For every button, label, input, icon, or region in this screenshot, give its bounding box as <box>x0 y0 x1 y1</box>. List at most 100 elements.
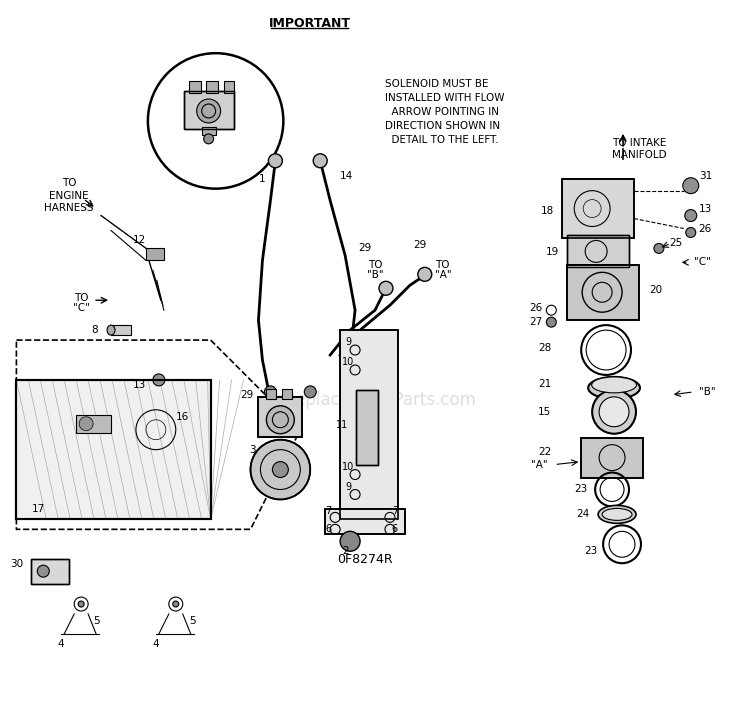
Bar <box>16 380 211 519</box>
Text: eReplacementParts.com: eReplacementParts.com <box>274 391 476 409</box>
Bar <box>326 509 405 534</box>
Text: 2: 2 <box>342 546 349 556</box>
Text: 7: 7 <box>325 506 332 516</box>
Text: 13: 13 <box>133 380 146 390</box>
Bar <box>567 236 629 267</box>
Bar <box>206 81 218 93</box>
Circle shape <box>196 99 220 123</box>
Text: 29: 29 <box>240 390 254 400</box>
Bar <box>32 559 69 584</box>
Bar <box>184 91 233 129</box>
Text: "C": "C" <box>694 257 711 267</box>
Text: 29: 29 <box>413 241 427 251</box>
Circle shape <box>314 154 327 168</box>
Text: TO: TO <box>368 261 382 271</box>
Bar <box>581 437 643 478</box>
Bar <box>356 390 378 465</box>
Text: 26: 26 <box>529 303 542 313</box>
Text: 27: 27 <box>529 317 542 327</box>
Text: TO: TO <box>74 294 88 304</box>
Text: 6: 6 <box>392 524 398 534</box>
Bar <box>567 266 639 320</box>
Ellipse shape <box>588 377 640 399</box>
Text: 21: 21 <box>538 379 551 389</box>
Circle shape <box>265 386 277 398</box>
Text: "B": "B" <box>699 387 715 397</box>
Text: 23: 23 <box>574 485 587 495</box>
Bar <box>567 236 629 267</box>
Circle shape <box>599 397 629 427</box>
Circle shape <box>686 228 696 238</box>
Text: "A": "A" <box>531 460 548 470</box>
Text: 9: 9 <box>345 483 351 493</box>
Bar <box>266 389 277 399</box>
Circle shape <box>148 53 284 188</box>
Bar <box>259 397 302 437</box>
Text: 0F8274R: 0F8274R <box>338 553 393 566</box>
Text: 7: 7 <box>392 506 398 516</box>
Bar <box>189 81 201 93</box>
Text: 14: 14 <box>340 170 353 180</box>
Circle shape <box>272 462 288 478</box>
Text: 17: 17 <box>32 504 44 514</box>
Bar <box>16 380 211 519</box>
Text: 26: 26 <box>699 223 712 233</box>
Circle shape <box>38 565 50 577</box>
Circle shape <box>654 243 664 253</box>
Circle shape <box>379 281 393 295</box>
Text: 6: 6 <box>325 524 332 534</box>
Circle shape <box>685 210 697 221</box>
Circle shape <box>592 390 636 434</box>
Bar <box>32 559 69 584</box>
Text: "C": "C" <box>73 303 89 313</box>
Bar <box>340 330 398 519</box>
Text: 20: 20 <box>649 285 662 295</box>
Text: 5: 5 <box>190 616 196 626</box>
Text: 5: 5 <box>93 616 100 626</box>
Circle shape <box>204 134 214 144</box>
Text: SOLENOID MUST BE
INSTALLED WITH FLOW
  ARROW POINTING IN
DIRECTION SHOWN IN
  DE: SOLENOID MUST BE INSTALLED WITH FLOW ARR… <box>385 79 505 145</box>
Text: 4: 4 <box>58 639 64 649</box>
Circle shape <box>682 178 699 193</box>
Bar <box>111 325 131 335</box>
Text: 3: 3 <box>249 445 256 455</box>
Ellipse shape <box>592 377 637 393</box>
Circle shape <box>78 601 84 607</box>
Text: TO
ENGINE
HARNESS: TO ENGINE HARNESS <box>44 178 94 213</box>
Text: 8: 8 <box>92 325 98 335</box>
Bar <box>340 330 398 519</box>
Bar <box>282 389 292 399</box>
Circle shape <box>266 406 294 434</box>
Text: TO INTAKE
MANIFOLD: TO INTAKE MANIFOLD <box>612 137 666 160</box>
Bar <box>76 415 111 432</box>
Text: 22: 22 <box>538 447 551 457</box>
Circle shape <box>153 374 165 386</box>
Text: 24: 24 <box>576 509 590 519</box>
Text: 23: 23 <box>584 546 597 556</box>
Circle shape <box>251 440 310 500</box>
Bar <box>356 390 378 465</box>
Circle shape <box>340 531 360 551</box>
Text: 10: 10 <box>342 462 354 472</box>
Bar <box>259 397 302 437</box>
Bar <box>224 81 233 93</box>
Bar <box>567 266 639 320</box>
Text: 13: 13 <box>699 203 712 213</box>
Bar <box>202 127 215 135</box>
Text: 1: 1 <box>259 174 266 184</box>
Text: "A": "A" <box>435 271 451 281</box>
Text: TO: TO <box>435 261 449 271</box>
Ellipse shape <box>602 508 632 521</box>
Bar <box>326 509 405 534</box>
Text: 19: 19 <box>546 248 560 258</box>
Bar <box>146 248 164 261</box>
Circle shape <box>80 417 93 431</box>
Text: 15: 15 <box>538 407 551 417</box>
Text: 25: 25 <box>669 238 682 248</box>
Text: 30: 30 <box>10 559 23 569</box>
Text: 10: 10 <box>342 357 354 367</box>
Text: 4: 4 <box>152 639 159 649</box>
Circle shape <box>172 601 178 607</box>
Circle shape <box>418 267 432 281</box>
Bar <box>562 179 634 238</box>
